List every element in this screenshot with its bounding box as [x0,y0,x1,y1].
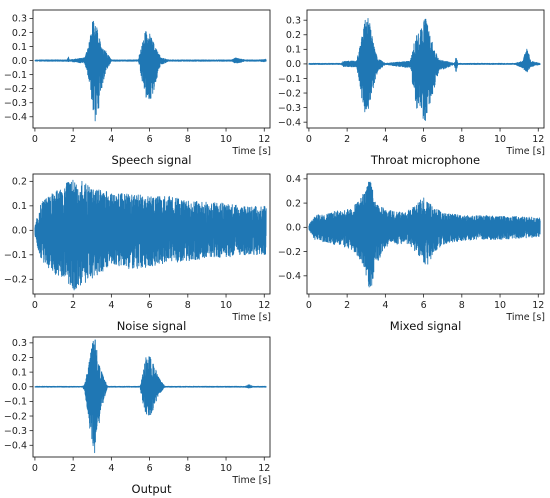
x-tick-label: 6 [147,300,153,311]
y-tick-label: −0.3 [4,98,27,109]
y-tick-label: −0.4 [278,117,301,128]
y-tick-label: −0.4 [278,271,301,282]
x-tick-label: 0 [306,134,312,145]
y-tick-label: 0.2 [12,177,27,188]
axes-frame [32,9,271,129]
x-tick-label: 2 [70,134,76,145]
panel-4: 0 2 4 6 8 10 12 −0.4 −0.3 −0.2 −0.1 0.0 0.1 0.2 0.3 Tim… [4,336,271,496]
panel-3: 0 2 4 6 8 10 12 −0.4 −0.2 0.0 0.2 0.4 Time [s] Mixed … [278,173,545,333]
x-tick-label: 8 [459,134,465,145]
axes-frame [32,336,271,458]
y-tick-label: −0.3 [4,426,27,437]
x-tick-label: 4 [382,134,388,145]
x-tick-label: 10 [220,300,232,311]
y-tick-label: −0.4 [4,112,27,123]
panel-title: Noise signal [117,319,187,333]
waveform-trace [34,20,267,122]
panel-title: Mixed signal [390,319,462,333]
x-tick-label: 0 [32,134,38,145]
x-axis-label: Time [s] [505,146,545,157]
y-tick-label: −0.3 [278,103,301,114]
y-tick-label: 0.1 [286,45,301,56]
x-tick-label: 8 [185,300,191,311]
x-tick-label: 12 [532,300,544,311]
x-tick-label: 2 [344,134,350,145]
x-tick-label: 10 [220,134,232,145]
x-tick-label: 12 [258,300,270,311]
x-tick-label: 8 [185,463,191,474]
panel-2: 0 2 4 6 8 10 12 −0.2 −0.1 0.0 0.1 0.2 Time [s] Noise … [4,173,271,333]
x-tick-label: 0 [306,300,312,311]
x-tick-label: 10 [220,463,232,474]
y-tick-label: 0.2 [12,28,27,39]
y-tick-label: −0.4 [4,441,27,452]
y-tick-label: 0.0 [12,382,27,393]
y-tick-label: 0.1 [12,201,27,212]
x-axis-label: Time [s] [231,312,271,323]
y-tick-label: 0.1 [12,42,27,53]
y-tick-label: 0.2 [286,30,301,41]
y-tick-label: 0.3 [12,338,27,349]
y-tick-label: 0.2 [12,353,27,364]
x-tick-label: 12 [258,134,270,145]
y-tick-label: −0.1 [4,70,27,81]
y-tick-label: −0.2 [4,84,27,95]
panel-title: Speech signal [111,153,191,167]
x-tick-label: 6 [147,134,153,145]
x-tick-label: 10 [494,300,506,311]
x-tick-label: 2 [70,300,76,311]
y-tick-label: 0.4 [286,174,301,185]
x-tick-label: 8 [459,300,465,311]
y-tick-label: 0.0 [286,59,301,70]
panel-title: Output [132,482,172,496]
y-tick-label: −0.1 [4,250,27,261]
axes-frame [306,173,545,295]
panel-1: 0 2 4 6 8 10 12 −0.4 −0.3 −0.2 −0.1 0.0 0.1 0.2 0.3 Tim… [278,9,545,167]
x-tick-label: 8 [185,134,191,145]
x-tick-label: 10 [494,134,506,145]
y-tick-label: 0.2 [286,198,301,209]
y-tick-label: 0.0 [12,226,27,237]
y-tick-label: −0.1 [278,74,301,85]
x-tick-label: 6 [421,300,427,311]
y-tick-label: −0.2 [278,88,301,99]
y-tick-label: −0.1 [4,397,27,408]
x-tick-label: 4 [108,300,114,311]
axes-frame [32,173,271,295]
x-tick-label: 12 [532,134,544,145]
x-tick-label: 6 [421,134,427,145]
panel-title: Throat microphone [370,153,480,167]
x-tick-label: 6 [147,463,153,474]
y-tick-label: 0.3 [286,15,301,26]
y-tick-label: −0.2 [4,275,27,286]
x-tick-label: 4 [108,463,114,474]
x-tick-label: 2 [344,300,350,311]
waveform-trace [34,339,267,454]
x-axis-label: Time [s] [505,312,545,323]
x-tick-label: 4 [108,134,114,145]
y-tick-label: 0.0 [286,223,301,234]
x-tick-label: 2 [70,463,76,474]
x-axis-label: Time [s] [231,475,271,486]
waveform-trace [34,179,267,291]
axes-frame [306,9,545,129]
y-tick-label: −0.2 [278,247,301,258]
x-tick-label: 4 [382,300,388,311]
y-tick-label: 0.0 [12,56,27,67]
x-tick-label: 12 [258,463,270,474]
waveform-trace [308,17,541,121]
waveform-trace [308,181,541,288]
x-axis-label: Time [s] [231,146,271,157]
x-tick-label: 0 [32,463,38,474]
panel-0: 0 2 4 6 8 10 12 −0.4 −0.3 −0.2 −0.1 0.0 0.1 0.2 0.3 Tim… [4,9,271,167]
y-tick-label: 0.3 [12,14,27,25]
y-tick-label: 0.1 [12,367,27,378]
x-tick-label: 0 [32,300,38,311]
y-tick-label: −0.2 [4,411,27,422]
